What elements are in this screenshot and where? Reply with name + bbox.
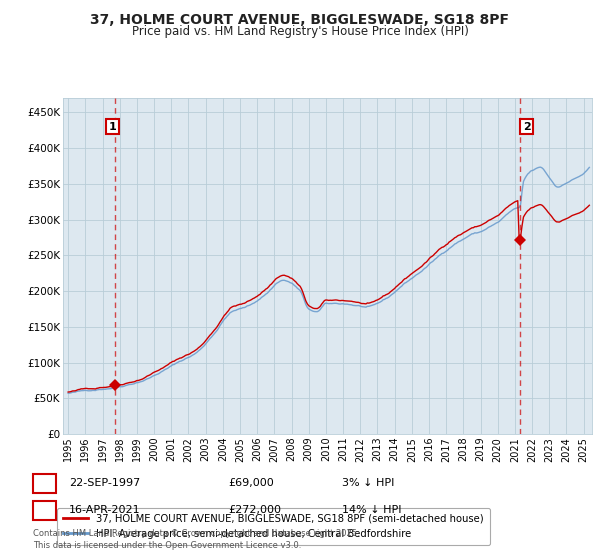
Text: 37, HOLME COURT AVENUE, BIGGLESWADE, SG18 8PF: 37, HOLME COURT AVENUE, BIGGLESWADE, SG1… bbox=[91, 13, 509, 27]
Text: 1: 1 bbox=[109, 122, 116, 132]
Text: 2: 2 bbox=[40, 503, 49, 516]
Text: 2: 2 bbox=[523, 122, 530, 132]
Text: 1: 1 bbox=[40, 476, 49, 489]
Text: Price paid vs. HM Land Registry's House Price Index (HPI): Price paid vs. HM Land Registry's House … bbox=[131, 25, 469, 38]
Text: £69,000: £69,000 bbox=[228, 478, 274, 488]
Text: Contains HM Land Registry data © Crown copyright and database right 2025.
This d: Contains HM Land Registry data © Crown c… bbox=[33, 529, 359, 550]
Legend: 37, HOLME COURT AVENUE, BIGGLESWADE, SG18 8PF (semi-detached house), HPI: Averag: 37, HOLME COURT AVENUE, BIGGLESWADE, SG1… bbox=[58, 508, 490, 545]
Text: 16-APR-2021: 16-APR-2021 bbox=[69, 505, 140, 515]
Text: £272,000: £272,000 bbox=[228, 505, 281, 515]
Text: 14% ↓ HPI: 14% ↓ HPI bbox=[342, 505, 401, 515]
Text: 22-SEP-1997: 22-SEP-1997 bbox=[69, 478, 140, 488]
Text: 3% ↓ HPI: 3% ↓ HPI bbox=[342, 478, 394, 488]
